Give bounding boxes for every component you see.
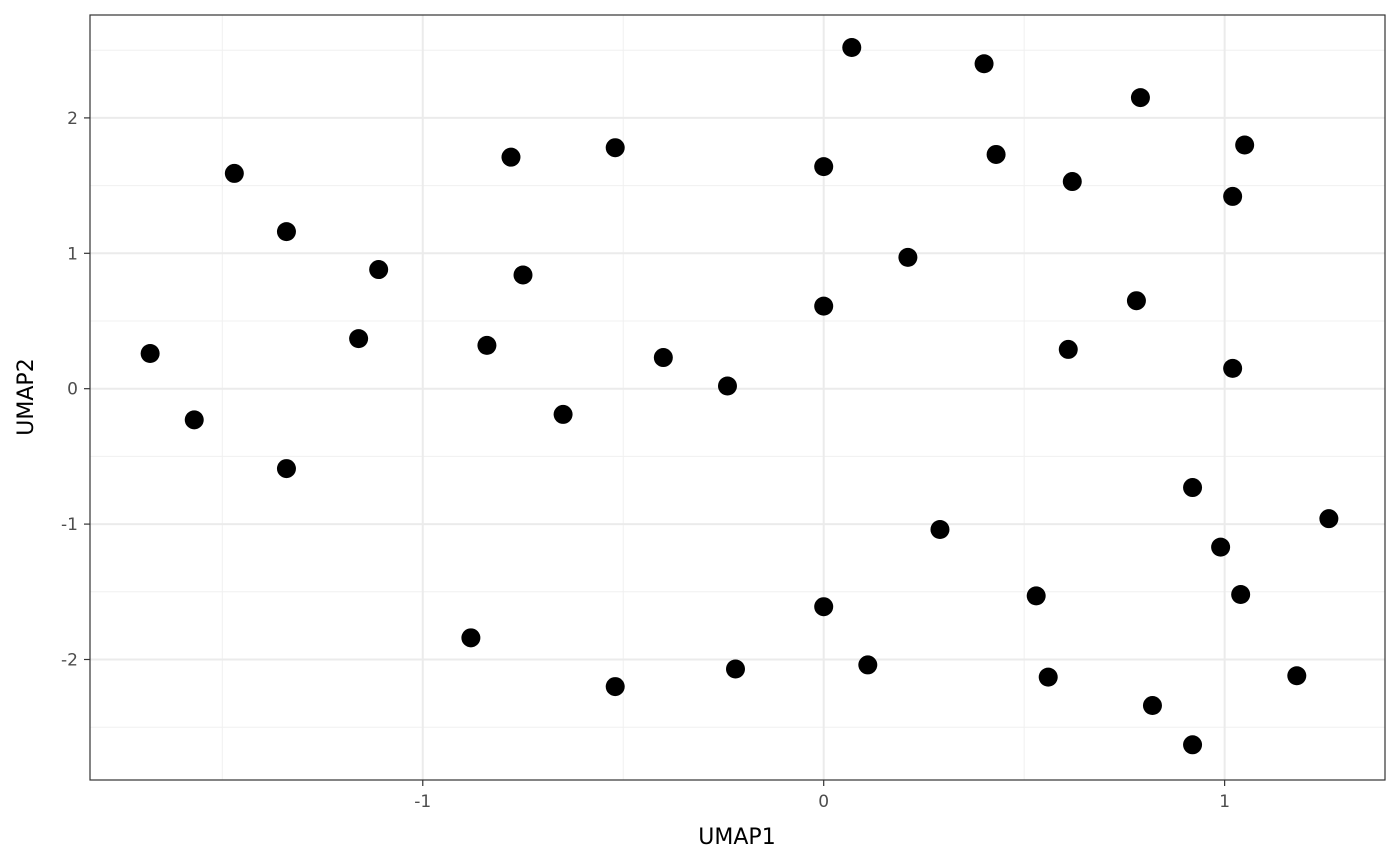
x-tick-label: 1 (1219, 792, 1230, 812)
scatter-point (1223, 186, 1243, 206)
y-axis: -2 -1 0 1 2 (61, 109, 90, 670)
major-gridlines (90, 15, 1385, 780)
plot-background (90, 15, 1385, 780)
scatter-point (717, 376, 737, 396)
scatter-point (1223, 358, 1243, 378)
scatter-point (349, 329, 369, 349)
scatter-point (1130, 88, 1150, 108)
scatter-point (513, 265, 533, 285)
y-tick-label: -2 (61, 650, 78, 670)
x-tick-label: 0 (818, 792, 829, 812)
scatter-point (477, 335, 497, 355)
scatter-point (1183, 478, 1203, 498)
scatter-point (898, 247, 918, 267)
x-axis-title: UMAP1 (698, 825, 775, 850)
scatter-point (1211, 537, 1231, 557)
scatter-point (1038, 667, 1058, 687)
scatter-point (1235, 135, 1255, 155)
scatter-point (461, 628, 481, 648)
scatter-point (369, 260, 389, 280)
scatter-point (553, 404, 573, 424)
y-tick-label: 0 (67, 380, 78, 400)
scatter-point (140, 343, 160, 363)
scatter-point (1287, 666, 1307, 686)
scatter-point (986, 144, 1006, 164)
x-axis: -1 0 1 (414, 780, 1230, 812)
x-tick-label: -1 (414, 792, 431, 812)
y-tick-label: 2 (67, 109, 78, 129)
y-tick-label: 1 (67, 244, 78, 264)
scatter-point (501, 147, 521, 167)
scatter-point (1183, 735, 1203, 755)
scatter-point (814, 597, 834, 617)
scatter-point (725, 659, 745, 679)
scatter-point (1126, 291, 1146, 311)
plot-border (89, 14, 1386, 781)
scatter-point (842, 37, 862, 57)
scatter-point (1319, 509, 1339, 529)
minor-gridlines (90, 15, 1385, 780)
scatter-point (930, 520, 950, 540)
y-axis-title: UMAP2 (14, 358, 39, 435)
scatter-point (184, 410, 204, 430)
scatter-point (1142, 696, 1162, 716)
scatter-point (224, 163, 244, 183)
scatter-point (276, 222, 296, 242)
scatter-point (814, 296, 834, 316)
scatter-point (858, 655, 878, 675)
scatter-point (605, 677, 625, 697)
data-points (140, 37, 1339, 755)
scatter-point (1026, 586, 1046, 606)
scatter-point (1058, 339, 1078, 359)
y-tick-label: -1 (61, 515, 78, 535)
scatter-point (1231, 585, 1251, 605)
scatter-point (276, 459, 296, 479)
scatter-point (814, 157, 834, 177)
scatter-point (974, 54, 994, 74)
scatter-point (605, 138, 625, 158)
scatter-point (1062, 172, 1082, 192)
scatter-point (653, 348, 673, 368)
